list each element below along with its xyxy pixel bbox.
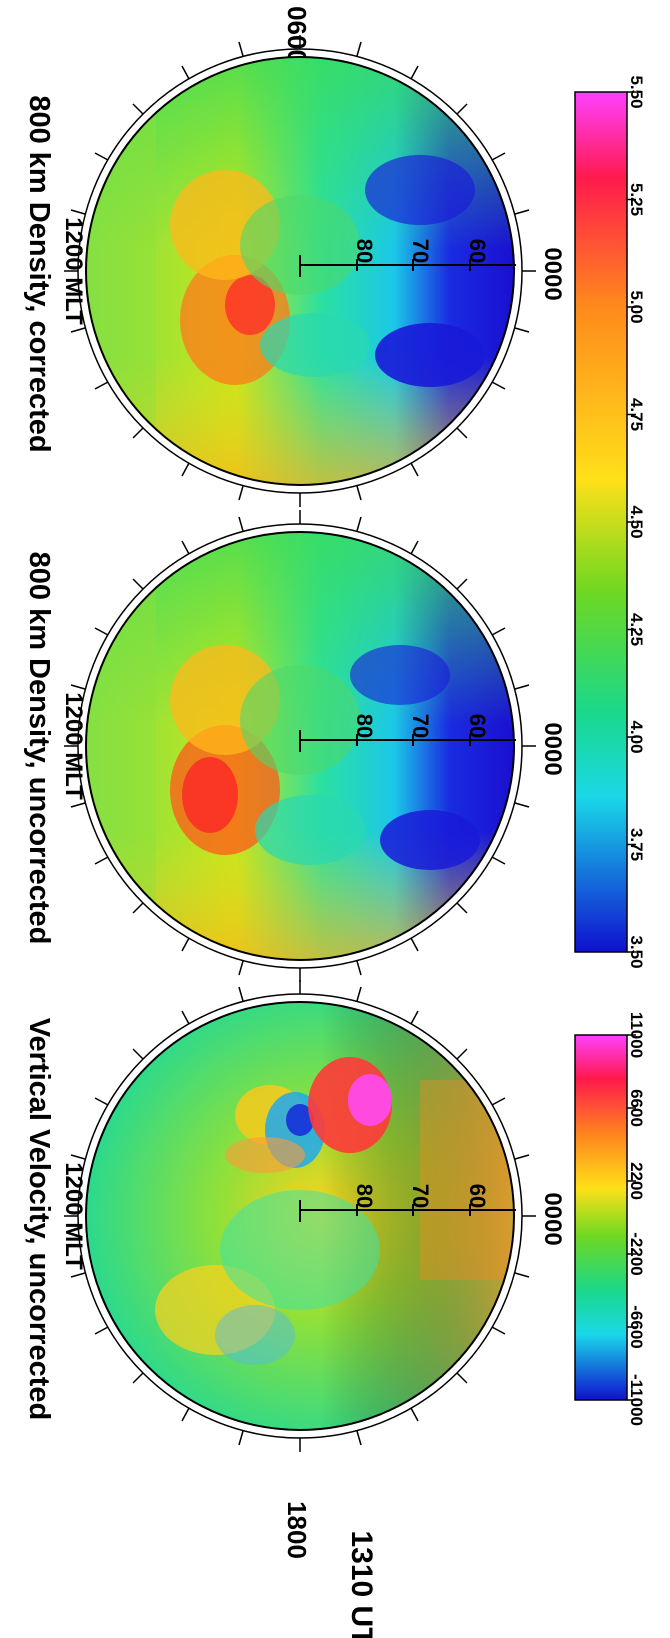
velocity-colorbar-tick-label: 2200 <box>627 1162 646 1200</box>
density-colorbar-tick-label: 5.50 <box>627 75 646 108</box>
density-colorbar-tick-label: 4.00 <box>627 720 646 753</box>
mlt-1800-label: 1800 <box>282 1501 312 1559</box>
density-colorbar-tick-label: 4.25 <box>627 613 646 646</box>
panel-3-title: 800 km Density, corrected <box>23 95 55 452</box>
density-colorbar-tick-label: 4.50 <box>627 505 646 538</box>
velocity-colorbar-tick-label: 6600 <box>627 1089 646 1127</box>
density-colorbar-tick-label: 3.50 <box>627 935 646 968</box>
density-colorbar-gradient <box>574 91 628 953</box>
panel-1-title: Vertical Velocity, uncorrected <box>23 1018 55 1420</box>
panel-1-midnight-label: 0000 <box>539 1192 566 1245</box>
panel-2-lat-60: 60 <box>465 714 490 738</box>
panel-3-midnight-label: 0000 <box>539 247 566 300</box>
panel-2-lat-80: 80 <box>352 714 377 738</box>
density-colorbar-tick-label: 3.75 <box>627 828 646 861</box>
panel-3-lat-70: 70 <box>408 239 433 263</box>
panel-2-title: 800 km Density, uncorrected <box>23 552 55 945</box>
panel-2-ticks <box>64 510 536 982</box>
panel-1-lat-70: 70 <box>408 1184 433 1208</box>
density-colorbar-tick-label: 4.75 <box>627 398 646 431</box>
ut-time-label: 1310 UT <box>345 1530 378 1638</box>
panel-density-uncorrected: 800 km Density, uncorrected 1200 MLT <box>23 510 566 982</box>
panel-1-lat-80: 80 <box>352 1184 377 1208</box>
panel-2-lat-70: 70 <box>408 714 433 738</box>
velocity-colorbar-tick-label: 11000 <box>627 1012 646 1058</box>
velocity-colorbar-tick-label: -2200 <box>627 1232 646 1275</box>
panel-3-lat-60: 60 <box>465 239 490 263</box>
panel-1-ticks <box>64 980 536 1452</box>
density-colorbar-tick-label: 5.00 <box>627 290 646 323</box>
velocity-colorbar-tick-label: -6600 <box>627 1305 646 1348</box>
velocity-colorbar: -11000 -6600 -2200 2200 6600 11000 <box>574 1012 646 1426</box>
density-colorbar-tick-label: 5.25 <box>627 183 646 216</box>
panel-1-lat-60: 60 <box>465 1184 490 1208</box>
mlt-0600-label: 0600 <box>282 6 312 64</box>
panel-density-corrected: 800 km Density, corrected 1200 MLT <box>23 35 566 507</box>
panel-3-lat-80: 80 <box>352 239 377 263</box>
panel-vertical-velocity: Vertical Velocity, uncorrected 1200 MLT <box>23 980 566 1452</box>
velocity-colorbar-gradient <box>574 1034 628 1401</box>
density-colorbar: 3.50 3.75 4.00 4.25 4.50 4.75 5.00 5.25 5.50 <box>574 75 646 969</box>
panel-3-ticks <box>64 35 536 507</box>
velocity-colorbar-tick-label: -11000 <box>627 1374 646 1426</box>
panel-2-midnight-label: 0000 <box>539 722 566 775</box>
